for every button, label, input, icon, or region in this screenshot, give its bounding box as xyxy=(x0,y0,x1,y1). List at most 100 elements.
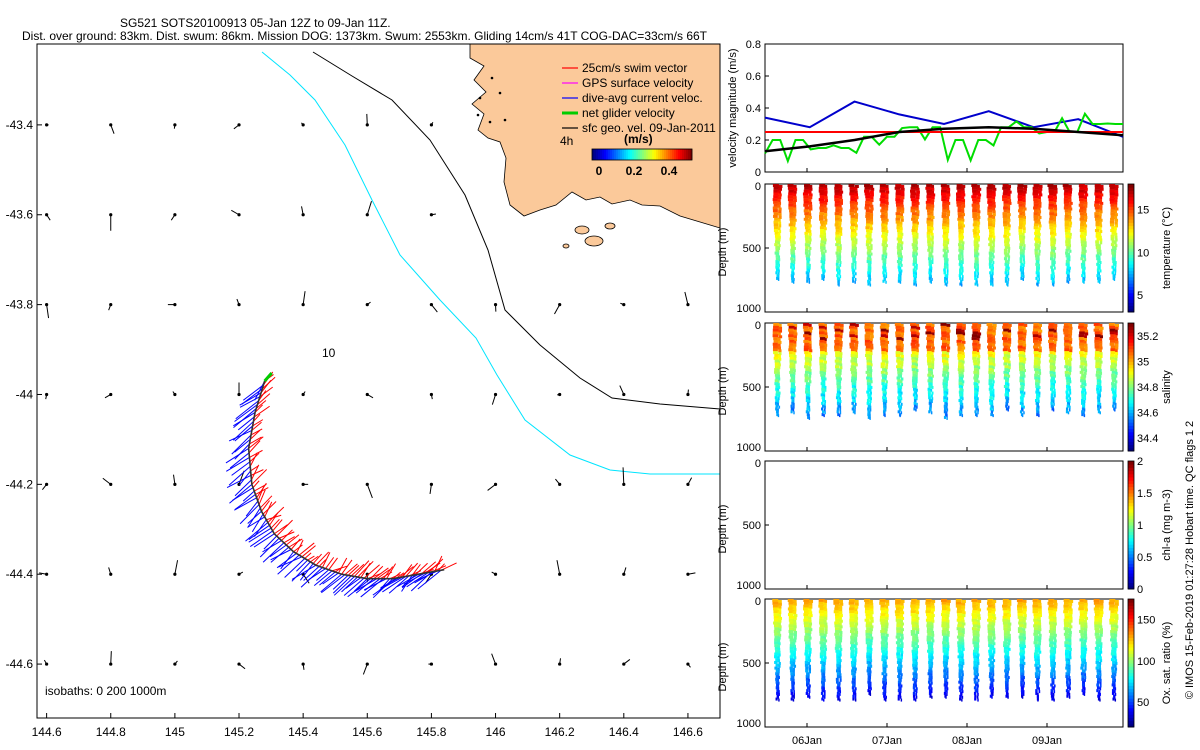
profile-point xyxy=(941,212,947,216)
profile-point xyxy=(777,414,780,418)
profile-point xyxy=(821,672,825,676)
profile-point xyxy=(1038,338,1042,342)
profile-point xyxy=(777,227,781,231)
profile-point xyxy=(945,383,948,387)
profile-point xyxy=(793,210,797,214)
profile-point xyxy=(793,630,797,634)
profile-point xyxy=(991,201,996,205)
profile-point xyxy=(793,388,796,392)
profile-point xyxy=(1098,340,1103,344)
profile-point xyxy=(945,204,950,208)
profile-point xyxy=(1006,380,1009,384)
profile-point xyxy=(916,405,918,409)
profile-point xyxy=(977,600,982,603)
profile-point xyxy=(777,374,781,378)
profile-point xyxy=(869,272,871,276)
profile-point xyxy=(854,201,858,205)
sfc-velocity-arrow-tail xyxy=(45,213,49,217)
profile-point xyxy=(1007,263,1010,267)
profile-point xyxy=(915,269,917,273)
profile-point xyxy=(1098,272,1100,276)
profile-point xyxy=(838,645,842,649)
profile-point xyxy=(1094,337,1100,341)
dive-avg-current-vector xyxy=(233,412,256,427)
profile-point xyxy=(1007,352,1011,356)
profile-point xyxy=(1113,210,1118,214)
profile-point xyxy=(1037,411,1040,415)
profile-point xyxy=(1068,354,1072,358)
profile-point xyxy=(958,410,962,414)
profile-point xyxy=(869,659,873,663)
profile-point xyxy=(977,215,981,219)
profile-point xyxy=(1083,324,1088,327)
profile-point xyxy=(915,204,919,208)
profile-point xyxy=(941,610,948,614)
profile-point xyxy=(915,196,920,200)
profile-point xyxy=(869,670,872,674)
profile-point xyxy=(914,670,918,674)
profile-point xyxy=(974,245,978,249)
profile-point xyxy=(808,196,813,200)
profile-point xyxy=(930,252,933,256)
profile-point xyxy=(1038,346,1042,350)
profile-point xyxy=(1004,245,1009,249)
profile-point xyxy=(884,221,888,225)
profile-point xyxy=(818,323,825,326)
profile-point xyxy=(955,601,962,605)
profile-point xyxy=(838,380,842,384)
profile-point xyxy=(943,691,947,695)
profile-point xyxy=(865,348,871,352)
profile-point xyxy=(1053,258,1056,262)
colorbar-cell xyxy=(650,149,653,160)
profile-point xyxy=(853,661,857,665)
profile-point xyxy=(1096,384,1100,388)
profile-point xyxy=(915,266,918,270)
profile-point xyxy=(835,220,840,224)
profile-point xyxy=(1067,411,1070,415)
profile-point xyxy=(972,351,977,355)
profile-point xyxy=(1110,229,1115,233)
profile-point xyxy=(1083,263,1086,267)
profile-point xyxy=(1098,263,1101,267)
profile-point xyxy=(897,279,901,283)
profile-point xyxy=(792,619,797,623)
profile-point xyxy=(854,232,858,236)
profile-point xyxy=(804,337,810,341)
velocity-y-tick-label: 0.4 xyxy=(746,103,761,115)
profile-point xyxy=(1094,217,1100,221)
profile-point xyxy=(896,260,900,264)
profile-point xyxy=(852,260,856,264)
profile-point xyxy=(915,357,919,361)
sfc-velocity-arrow-tail xyxy=(109,303,113,307)
profile-point xyxy=(1114,187,1119,191)
profile-point xyxy=(1022,349,1026,353)
profile-point xyxy=(850,351,856,355)
profile-point xyxy=(896,251,901,255)
profile-point xyxy=(960,190,965,194)
profile-point xyxy=(960,210,965,214)
profile-point xyxy=(1083,246,1086,250)
profile-point xyxy=(940,613,947,617)
profile-point xyxy=(911,243,916,247)
profile-point xyxy=(1021,402,1024,406)
profile-point xyxy=(849,189,856,193)
profile-point xyxy=(1007,642,1011,646)
profile-point xyxy=(1023,261,1026,265)
profile-point xyxy=(869,369,873,373)
profile-point xyxy=(1079,234,1084,238)
profile-point xyxy=(1079,342,1085,346)
profile-point xyxy=(805,254,809,258)
profile-point xyxy=(818,599,825,602)
profile-point xyxy=(1052,277,1055,281)
profile-point xyxy=(946,324,951,327)
profile-point xyxy=(944,282,947,286)
profile-point xyxy=(1006,684,1009,688)
profile-point xyxy=(977,616,981,620)
profile-point xyxy=(792,602,797,606)
profile-point xyxy=(1053,230,1057,234)
profile-point xyxy=(821,274,824,278)
profile-point xyxy=(1079,370,1084,374)
profile-point xyxy=(834,632,840,636)
profile-point xyxy=(987,638,993,642)
profile-point xyxy=(915,227,918,231)
